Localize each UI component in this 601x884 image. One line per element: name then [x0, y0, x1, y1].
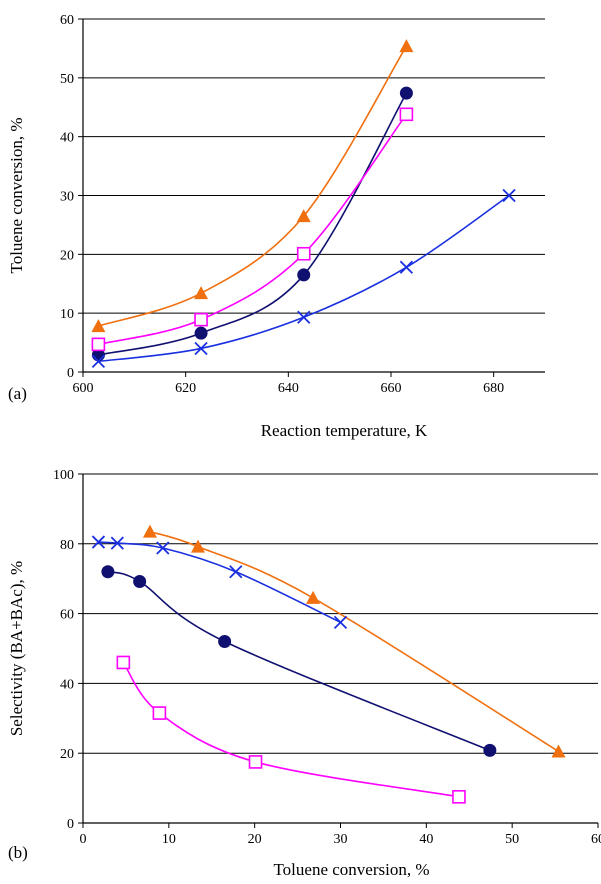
y-tick-label: 100	[53, 468, 74, 483]
series-line	[98, 45, 408, 327]
y-tick-label: 20	[60, 747, 74, 762]
data-point-square-open	[91, 337, 106, 352]
x-tick-label: 620	[175, 381, 196, 396]
data-point-cross	[502, 188, 516, 203]
data-point-triangle	[551, 744, 566, 758]
data-point-square-open	[152, 706, 167, 720]
data-point-triangle	[399, 39, 414, 53]
data-point-cross	[229, 565, 243, 579]
x-axis-label: Reaction temperature, K	[261, 421, 428, 440]
x-tick-label: 660	[381, 381, 402, 396]
data-point-cross	[110, 536, 124, 550]
data-point-cross	[297, 310, 311, 324]
y-axis-label: Toluene conversion, %	[7, 117, 26, 273]
series-line	[149, 530, 559, 753]
y-tick-label: 20	[60, 248, 74, 263]
series-line	[98, 541, 341, 624]
data-point-triangle	[142, 524, 157, 538]
x-tick-label: 40	[419, 832, 433, 847]
panel-a-chart: 0 10 20 30 40 50 60 600 620 640 660 680 Reaction tem…	[7, 13, 545, 440]
data-point-circle	[483, 743, 497, 757]
data-point-triangle	[91, 319, 106, 333]
series-line	[122, 661, 460, 798]
y-tick-label: 0	[67, 817, 74, 832]
x-tick-label: 10	[162, 832, 176, 847]
x-tick-label: 680	[483, 381, 504, 396]
x-tick-label: 20	[248, 832, 262, 847]
data-point-square-open	[452, 790, 466, 804]
x-tick-label: 50	[505, 832, 519, 847]
x-axis-label: Toluene conversion, %	[273, 860, 429, 879]
data-point-square-open	[399, 107, 414, 122]
data-point-triangle	[191, 539, 206, 553]
x-tick-label: 640	[278, 381, 299, 396]
data-point-cross	[333, 615, 348, 629]
y-tick-label: 80	[60, 538, 74, 553]
y-tick-label: 10	[60, 307, 74, 322]
data-point-cross	[156, 541, 170, 555]
y-tick-label: 60	[60, 608, 74, 623]
data-point-circle	[218, 635, 232, 649]
data-point-cross	[399, 260, 414, 274]
panel-label: (a)	[8, 384, 27, 403]
x-tick-label: 600	[73, 381, 94, 396]
data-point-cross	[194, 341, 208, 356]
data-point-square-open	[194, 312, 208, 327]
y-tick-label: 50	[60, 72, 74, 87]
x-tick-label: 30	[334, 832, 348, 847]
data-point-square-open	[248, 755, 263, 769]
y-tick-label: 40	[60, 677, 74, 692]
data-point-square-open	[296, 246, 311, 261]
data-point-triangle	[194, 286, 209, 300]
y-tick-label: 30	[60, 190, 74, 205]
data-point-circle	[194, 326, 208, 340]
series-line	[98, 113, 408, 346]
data-point-circle	[101, 565, 115, 579]
y-tick-label: 40	[60, 131, 74, 146]
panel-b-chart: 0 20 40 60 80 100 0 10 20 30 40 50 60 Toluene convers…	[7, 468, 601, 879]
panel-label: (b)	[8, 843, 28, 862]
series-line	[98, 92, 408, 356]
data-point-triangle	[306, 590, 321, 604]
x-tick-label: 0	[80, 832, 87, 847]
data-point-circle	[297, 268, 311, 282]
series-line	[107, 570, 491, 752]
data-point-triangle	[296, 209, 311, 223]
data-point-circle	[133, 574, 147, 588]
y-tick-label: 60	[60, 13, 74, 28]
data-point-cross	[91, 354, 106, 369]
data-point-square-open	[116, 655, 131, 670]
y-axis-label: Selectivity (BA+BAc), %	[7, 561, 26, 736]
x-tick-label: 60	[591, 832, 601, 847]
data-point-cross	[91, 535, 106, 549]
data-point-circle	[399, 86, 413, 100]
y-tick-label: 0	[67, 366, 74, 381]
